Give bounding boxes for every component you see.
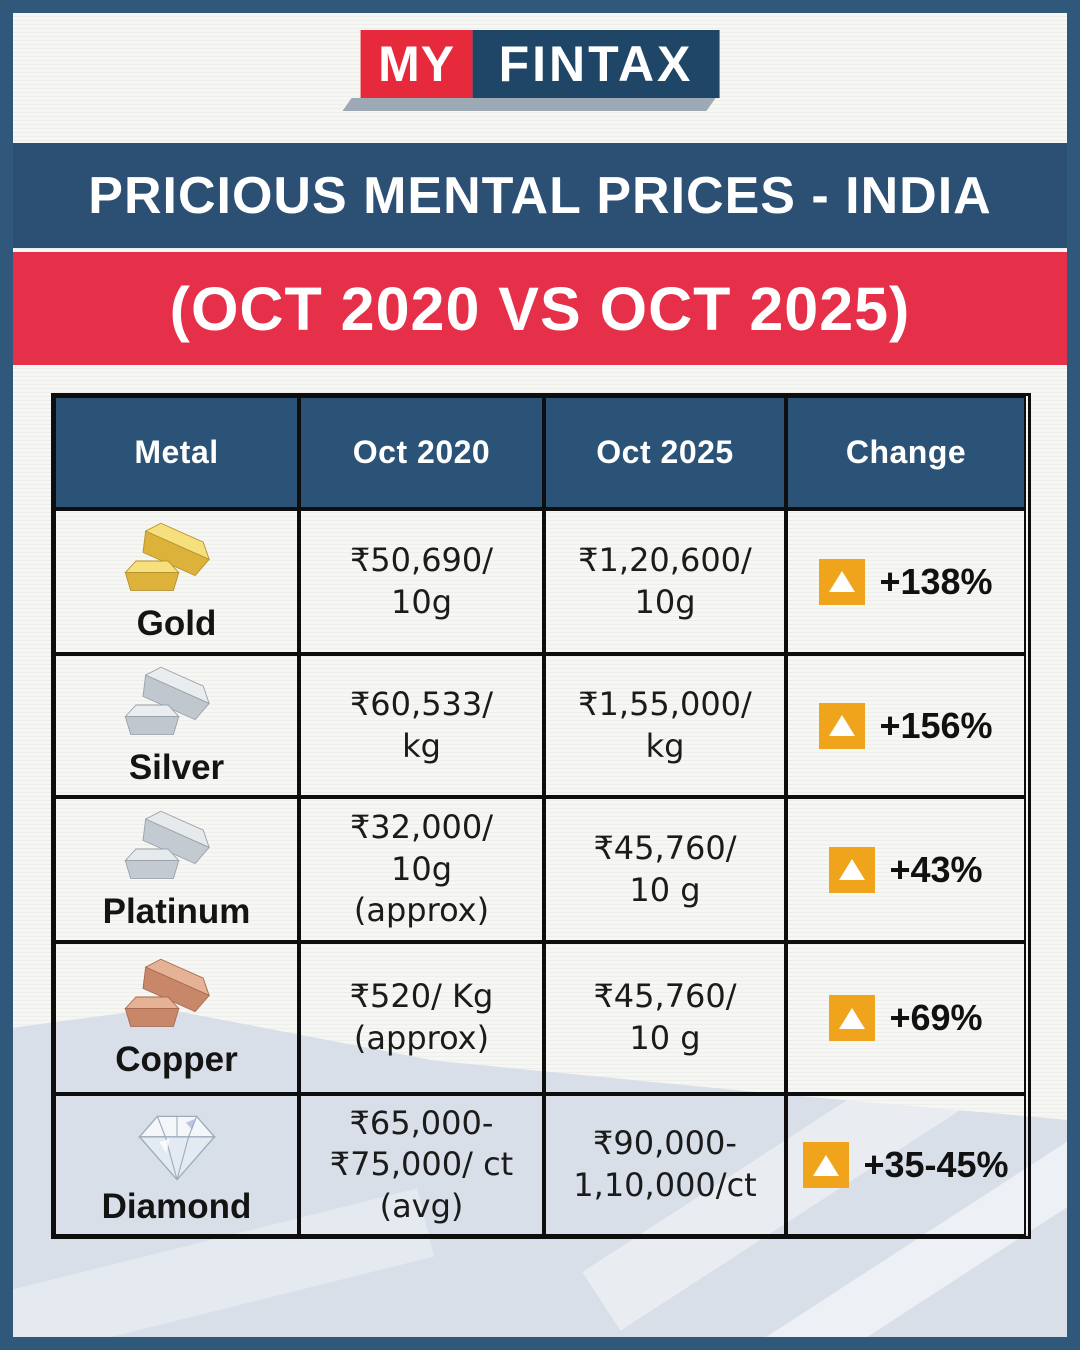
up-triangle-icon [839, 859, 866, 880]
price-table: Metal Oct 2020 Oct 2025 Change Gold [51, 393, 1031, 1239]
gold-change-cell: +138% [786, 509, 1026, 654]
logo-my: MY [360, 30, 473, 98]
gold-bars-icon [123, 522, 210, 591]
table-row-copper-metal: Copper [54, 942, 299, 1094]
gold-oct2020-price: ₹50,690/ 10g [299, 509, 544, 654]
page-title: PRICIOUS MENTAL PRICES - INDIA [88, 166, 992, 225]
column-header-change: Change [786, 396, 1026, 509]
copper-change-cell: +69% [786, 942, 1026, 1094]
diamond-change-cell: +35-45% [786, 1094, 1026, 1236]
diamond-icon [137, 1115, 216, 1181]
poster-content: MY FINTAX PRICIOUS MENTAL PRICES - INDIA… [13, 13, 1067, 1337]
change-value: +43% [889, 848, 983, 890]
table-row-gold-metal: Gold [54, 509, 299, 654]
change-value: +35-45% [863, 1144, 1009, 1185]
silver-bars-icon [123, 666, 210, 735]
platinum-oct2025-price: ₹45,760/ 10 g [544, 797, 786, 942]
change-value: +138% [879, 560, 993, 602]
table-row-silver-metal: Silver [54, 654, 299, 797]
change-up-badge [829, 846, 876, 893]
diamond-oct2020-price: ₹65,000- ₹75,000/ ct (avg) [299, 1094, 544, 1236]
change-up-badge [819, 558, 866, 605]
metal-name: Gold [136, 603, 217, 643]
table-row-diamond-metal: Diamond [54, 1094, 299, 1236]
change-up-badge [819, 702, 866, 749]
metal-name: Platinum [102, 891, 251, 931]
change-up-badge [803, 1142, 850, 1188]
metal-name: Silver [128, 747, 225, 787]
up-triangle-icon [839, 1007, 866, 1029]
change-value: +156% [879, 704, 993, 746]
subtitle-banner: (OCT 2020 VS OCT 2025) [13, 252, 1067, 365]
platinum-oct2020-price: ₹32,000/ 10g (approx) [299, 797, 544, 942]
header-band: MY FINTAX [13, 13, 1067, 143]
silver-oct2020-price: ₹60,533/ kg [299, 654, 544, 797]
silver-oct2025-price: ₹1,55,000/ kg [544, 654, 786, 797]
metal-name: Diamond [101, 1187, 252, 1226]
logo-fintax: FINTAX [472, 30, 720, 98]
metal-name: Copper [115, 1040, 238, 1079]
silver-change-cell: +156% [786, 654, 1026, 797]
copper-oct2025-price: ₹45,760/ 10 g [544, 942, 786, 1094]
title-banner: PRICIOUS MENTAL PRICES - INDIA [13, 143, 1067, 248]
myfintax-logo: MY FINTAX [360, 30, 720, 98]
platinum-change-cell: +43% [786, 797, 1026, 942]
gold-oct2025-price: ₹1,20,600/ 10g [544, 509, 786, 654]
platinum-bars-icon [123, 810, 210, 879]
copper-oct2020-price: ₹520/ Kg (approx) [299, 942, 544, 1094]
table-row-platinum-metal: Platinum [54, 797, 299, 942]
change-up-badge [829, 995, 876, 1041]
copper-bars-icon [123, 958, 210, 1027]
up-triangle-icon [813, 1154, 840, 1176]
column-header-metal: Metal [54, 396, 299, 509]
column-header-oct2020: Oct 2020 [299, 396, 544, 509]
subtitle: (OCT 2020 VS OCT 2025) [169, 274, 911, 343]
up-triangle-icon [829, 715, 856, 736]
up-triangle-icon [829, 571, 856, 592]
change-value: +69% [889, 997, 983, 1038]
column-header-oct2025: Oct 2025 [544, 396, 786, 509]
diamond-oct2025-price: ₹90,000- 1,10,000/ct [544, 1094, 786, 1236]
